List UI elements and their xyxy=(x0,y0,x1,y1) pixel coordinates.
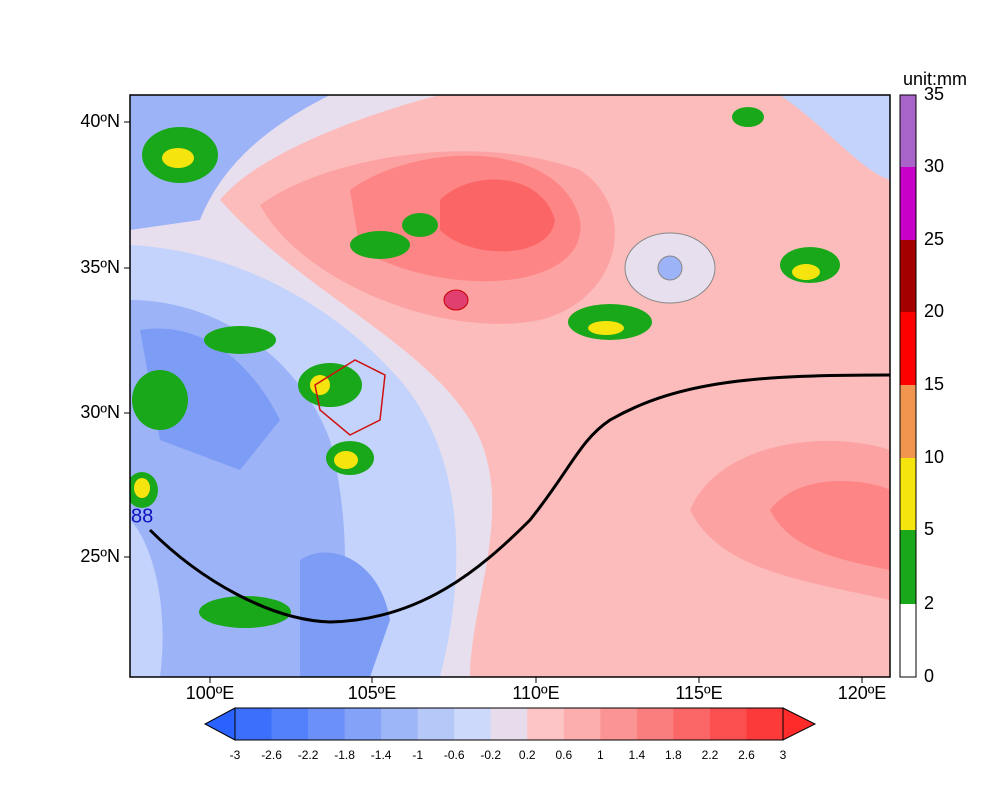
contour-label: 88 xyxy=(131,505,153,527)
colorbar-label: -1.8 xyxy=(334,748,355,762)
colorbar-label: 25 xyxy=(924,229,944,249)
colorbar-segment xyxy=(454,708,492,740)
precip-patches-heavy xyxy=(134,148,820,498)
colorbar-label: -0.2 xyxy=(480,748,501,762)
colorbar-label: 15 xyxy=(924,374,944,394)
colorbar-frame xyxy=(234,707,784,741)
colorbar-label: 10 xyxy=(924,447,944,467)
colorbar-segment xyxy=(900,385,916,458)
colorbar-segment xyxy=(527,708,565,740)
lon-label: 105ºE xyxy=(348,683,397,703)
anomaly-blue-max xyxy=(300,552,390,677)
anomaly-blue-max xyxy=(140,328,280,470)
precip-peak xyxy=(443,289,469,311)
colorbar-segment xyxy=(271,708,309,740)
colorbar-segment xyxy=(381,708,419,740)
colorbar-label: 2.6 xyxy=(738,748,755,762)
anomaly-low xyxy=(657,255,683,281)
colorbar-label: 0 xyxy=(924,666,934,686)
colorbar-label: -1 xyxy=(412,748,423,762)
colorbar-arrow xyxy=(782,707,817,741)
colorbar-segment xyxy=(900,458,916,530)
colorbar-segment xyxy=(709,708,747,740)
colorbar-label: 0.6 xyxy=(555,748,572,762)
colorbar-label: 2.2 xyxy=(702,748,719,762)
colorbar-label: 1.8 xyxy=(665,748,682,762)
colorbar-label: 3 xyxy=(780,748,787,762)
colorbar-segment xyxy=(673,708,711,740)
colorbar-segment xyxy=(563,708,601,740)
anomaly-red-max xyxy=(440,179,555,252)
colorbar-label: 0.2 xyxy=(519,748,536,762)
lat-label: 25ºN xyxy=(80,546,120,566)
colorbar-segment xyxy=(746,708,784,740)
colorbar-label: 5 xyxy=(924,519,934,539)
lon-label: 100ºE xyxy=(186,683,235,703)
anomaly-blue-northeast xyxy=(780,95,890,180)
map: 88 xyxy=(130,95,890,677)
colorbar-label: -0.6 xyxy=(444,748,465,762)
colorbar-label: 20 xyxy=(924,301,944,321)
colorbar-segment xyxy=(900,604,916,677)
colorbar-segment xyxy=(900,167,916,240)
colorbar-label: 35 xyxy=(924,84,944,104)
colorbar-label: -3 xyxy=(230,748,241,762)
lat-label: 40ºN xyxy=(80,111,120,131)
colorbar-title: unit:mm xyxy=(903,69,967,89)
anomaly-red xyxy=(770,481,890,570)
colorbar-label: 1 xyxy=(597,748,604,762)
colorbar-segment xyxy=(900,312,916,385)
colorbar-segment xyxy=(344,708,382,740)
colorbar-label: -2.2 xyxy=(298,748,319,762)
colorbar-segment xyxy=(900,240,916,312)
colorbar-segment xyxy=(900,530,916,604)
colorbar-frame xyxy=(899,94,917,678)
colorbar-arrow xyxy=(203,707,236,741)
colorbar-label: 1.4 xyxy=(629,748,646,762)
lon-label: 115ºE xyxy=(675,683,722,703)
colorbar-segment xyxy=(308,708,346,740)
region-outline xyxy=(314,359,386,436)
colorbar-segment xyxy=(600,708,638,740)
colorbar-segment xyxy=(235,708,273,740)
colorbar-label: 30 xyxy=(924,156,944,176)
colorbar-label: -2.6 xyxy=(261,748,282,762)
map-frame xyxy=(129,94,891,678)
lat-label: 30ºN xyxy=(80,402,120,422)
colorbar-segment xyxy=(490,708,528,740)
lat-label: 35ºN xyxy=(80,257,120,277)
lon-label: 110ºE xyxy=(512,683,559,703)
colorbar-segment xyxy=(900,95,916,167)
boundary-line xyxy=(148,373,890,624)
colorbar-segment xyxy=(636,708,674,740)
colorbar-label: -1.4 xyxy=(371,748,392,762)
colorbar-segment xyxy=(417,708,455,740)
colorbar-label: 2 xyxy=(924,593,934,613)
lon-label: 120ºE xyxy=(838,683,887,703)
